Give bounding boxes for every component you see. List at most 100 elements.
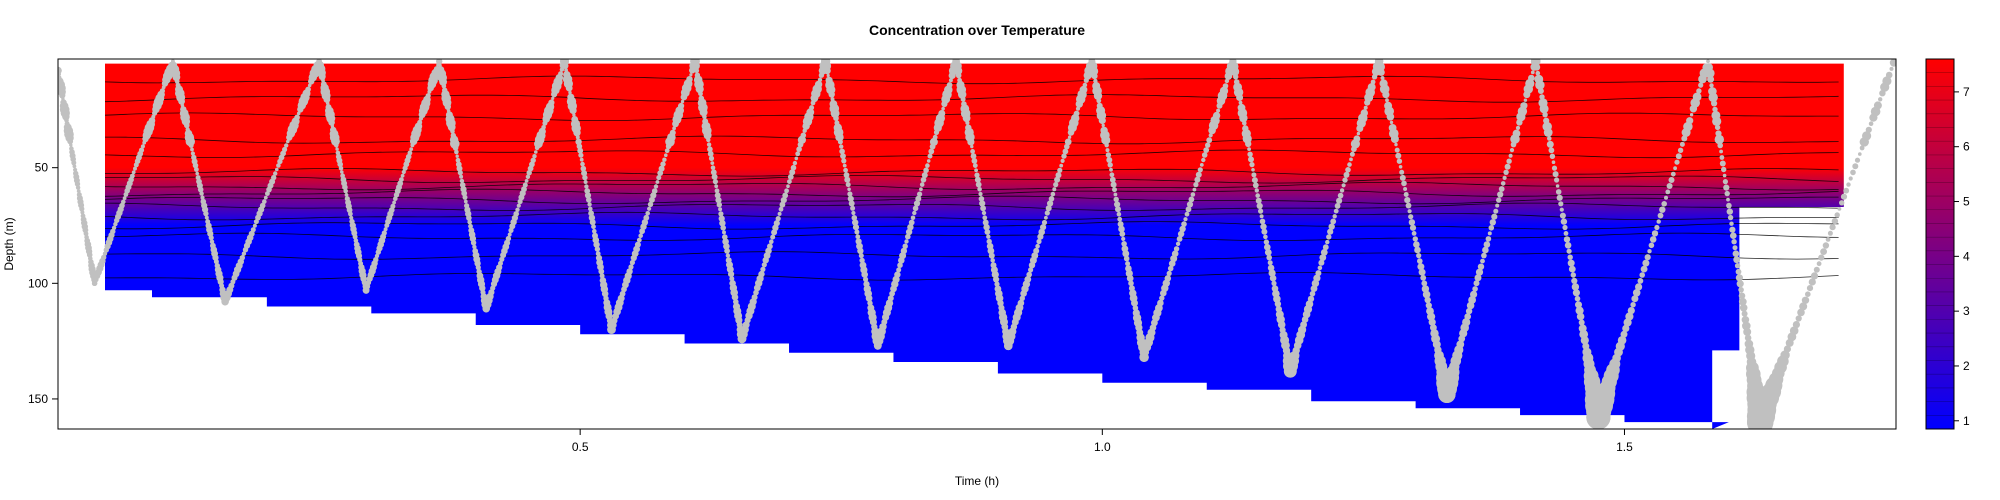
track-point: [770, 234, 776, 240]
track-point: [972, 163, 978, 169]
track-point: [775, 216, 781, 222]
track-point: [795, 151, 801, 157]
contour-line: [105, 168, 1839, 177]
track-point: [357, 257, 363, 263]
track-point: [904, 239, 909, 244]
track-point: [703, 131, 712, 140]
track-point: [1726, 197, 1730, 202]
track-point: [1795, 315, 1802, 322]
track-point: [1339, 188, 1345, 193]
track-point: [1543, 128, 1553, 137]
track-point: [594, 246, 601, 252]
track-point: [1411, 231, 1417, 236]
track-point: [1190, 192, 1196, 197]
track-point: [1689, 113, 1694, 117]
track-point: [1491, 213, 1498, 220]
track-point: [457, 170, 463, 176]
track-point: [1353, 135, 1361, 143]
track-point: [929, 137, 938, 146]
track-point: [1263, 234, 1268, 240]
track-point: [466, 215, 472, 221]
track-point: [695, 85, 704, 94]
track-point: [390, 203, 396, 209]
track-point: [839, 144, 844, 149]
track-point: [1523, 98, 1528, 102]
track-point: [344, 193, 349, 197]
track-point: [1827, 230, 1833, 236]
track-point: [580, 161, 585, 167]
track-point: [847, 195, 854, 202]
track-point: [970, 149, 975, 154]
track-point: [1498, 186, 1505, 192]
track-point: [664, 153, 668, 157]
track-point: [1489, 219, 1497, 226]
track-point: [273, 171, 278, 176]
track-point: [707, 150, 714, 157]
track-point: [990, 258, 995, 263]
track-point: [651, 188, 658, 194]
track-point: [1506, 158, 1512, 164]
track-point: [970, 144, 974, 149]
track-point: [686, 76, 693, 83]
track-point: [1631, 295, 1639, 303]
track-point: [1267, 264, 1275, 272]
track-point: [1236, 94, 1244, 101]
track-point: [722, 230, 726, 235]
track-point: [1822, 242, 1830, 249]
track-point: [208, 235, 214, 241]
track-point: [1167, 265, 1174, 272]
track-point: [1813, 266, 1820, 273]
track-point: [1559, 212, 1566, 219]
track-point: [551, 96, 555, 100]
track-point: [1404, 197, 1411, 204]
track-point: [1810, 272, 1819, 280]
track-point: [1252, 182, 1259, 189]
track-point: [1260, 223, 1267, 230]
track-point: [1574, 295, 1581, 302]
track-point: [1555, 189, 1562, 195]
track-point: [982, 215, 988, 221]
track-point: [1412, 236, 1419, 242]
track-point: [86, 252, 93, 258]
track-point: [1502, 175, 1507, 180]
track-point: [496, 264, 503, 271]
track-point: [689, 73, 693, 77]
track-point: [1706, 59, 1710, 64]
track-point: [1343, 171, 1350, 178]
track-point: [1567, 254, 1573, 260]
track-point: [1038, 228, 1045, 236]
track-point: [1206, 137, 1213, 144]
track-point: [275, 167, 279, 172]
track-point: [828, 91, 835, 98]
track-point: [250, 227, 256, 233]
track-point: [1055, 172, 1062, 179]
track-point: [1422, 290, 1431, 299]
track-point: [568, 90, 572, 95]
track-point: [271, 174, 277, 181]
x-axis-title: Time (h): [955, 474, 999, 488]
track-point: [1403, 187, 1408, 191]
track-point: [217, 278, 224, 285]
track-point: [436, 59, 443, 65]
track-point: [80, 210, 85, 215]
track-point: [1639, 272, 1645, 278]
track-point: [1741, 316, 1750, 324]
track-point: [1806, 285, 1814, 292]
track-point: [1731, 239, 1737, 245]
track-point: [708, 155, 715, 161]
track-point: [1396, 158, 1403, 164]
track-point: [565, 84, 573, 92]
track-point: [1686, 117, 1694, 125]
track-point: [1300, 321, 1307, 329]
track-point: [1188, 196, 1195, 203]
y-tick-label: 50: [35, 161, 49, 175]
track-point: [121, 199, 126, 205]
track-point: [958, 90, 967, 99]
track-point: [1332, 214, 1337, 219]
track-point: [731, 293, 739, 301]
track-point: [851, 215, 858, 221]
track-point: [263, 195, 268, 200]
track-point: [1712, 106, 1718, 113]
track-point: [444, 103, 451, 110]
track-point: [200, 195, 205, 200]
